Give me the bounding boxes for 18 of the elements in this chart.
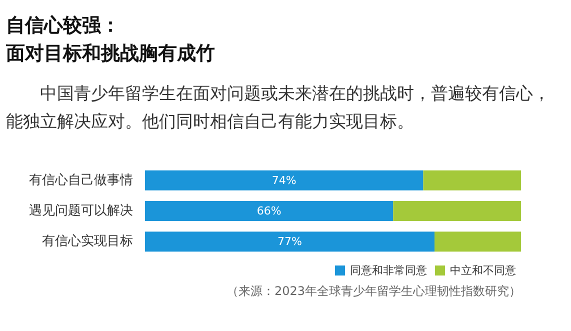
y-tick-label: 遇见问题可以解决: [29, 204, 133, 218]
bar: [145, 170, 424, 190]
bar: [145, 232, 435, 252]
legend-label: 中立和不同意: [450, 264, 516, 277]
bar: [393, 201, 521, 221]
text: （来源：2023年全球青少年留学生心理韧性指数研究）: [226, 284, 522, 298]
bar: [145, 201, 394, 221]
y-tick-label: 有信心自己做事情: [29, 172, 133, 188]
chart-subtitle: 面对目标和挑战胸有成竹: [5, 42, 215, 64]
data-label: 66%: [256, 204, 282, 218]
y-tick-label: 有信心实现目标: [42, 233, 133, 250]
data-label: 77%: [278, 235, 302, 248]
bar: [423, 170, 521, 190]
text: 中国青少年留学生在面对问题或未来潜在的挑战时，普遍较有信心，能独立解决应对。他们同时相信自己有能力实现目标。: [6, 84, 550, 132]
data-label: 74%: [272, 174, 296, 187]
bar: [434, 232, 521, 252]
legend-label: 同意和非常同意: [350, 264, 427, 277]
chart-title: 自信心较强：: [6, 14, 120, 36]
